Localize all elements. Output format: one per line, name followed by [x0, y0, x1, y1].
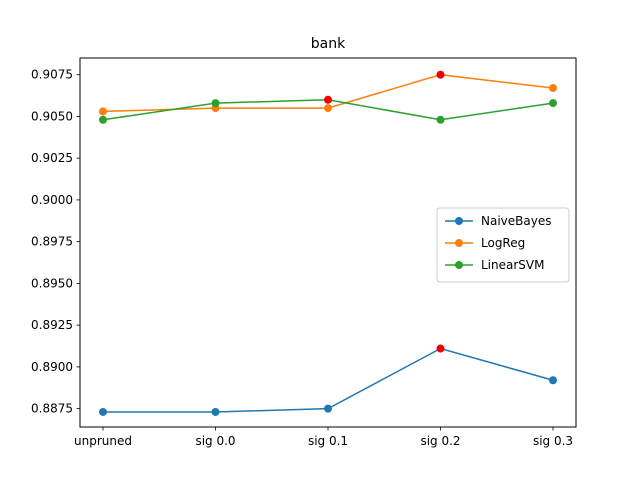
y-tick-label: 0.9075 — [31, 68, 73, 82]
y-tick-label: 0.9050 — [31, 109, 73, 123]
data-point — [549, 376, 557, 385]
chart-title: bank — [311, 36, 346, 52]
y-tick-label: 0.9025 — [31, 151, 73, 165]
legend-box — [436, 207, 570, 283]
x-tick-label: sig 0.2 — [420, 434, 460, 448]
data-point — [324, 95, 332, 104]
data-point — [99, 107, 107, 116]
data-point — [99, 407, 107, 416]
y-tick-label: 0.8925 — [31, 318, 73, 332]
y-tick-label: 0.8975 — [31, 235, 73, 249]
legend: NaiveBayes LogReg LinearSVM — [436, 207, 570, 283]
legend-marker — [455, 217, 463, 225]
y-tick-label: 0.8900 — [31, 360, 73, 374]
data-point — [549, 84, 557, 93]
x-tick-label: unpruned — [74, 434, 132, 448]
x-tick-label: sig 0.1 — [308, 434, 348, 448]
data-point — [324, 104, 332, 113]
data-point — [436, 344, 445, 353]
y-tick-label: 0.9000 — [31, 193, 73, 207]
data-point — [324, 404, 332, 413]
legend-label: LinearSVM — [481, 258, 544, 272]
legend-label: LogReg — [481, 236, 525, 250]
data-point — [436, 70, 445, 79]
y-tick-label: 0.8950 — [31, 276, 73, 290]
data-point — [211, 407, 220, 416]
data-point — [549, 99, 557, 108]
axes-frame — [79, 57, 577, 428]
x-tick-label: sig 0.3 — [533, 434, 573, 448]
series-naivebayes — [99, 344, 557, 416]
legend-label: NaiveBayes — [481, 214, 551, 228]
x-tick-label: sig 0.0 — [195, 434, 235, 448]
legend-marker — [455, 261, 463, 269]
series-linearsvm — [99, 95, 557, 124]
y-tick-label: 0.8875 — [31, 402, 73, 416]
data-point — [211, 99, 220, 108]
data-point — [436, 115, 445, 124]
legend-marker — [455, 239, 463, 247]
data-point — [99, 115, 107, 124]
plot-area: 0.8875 0.8900 0.8925 0.8950 0.8975 0.9000 0.90… — [31, 68, 573, 448]
